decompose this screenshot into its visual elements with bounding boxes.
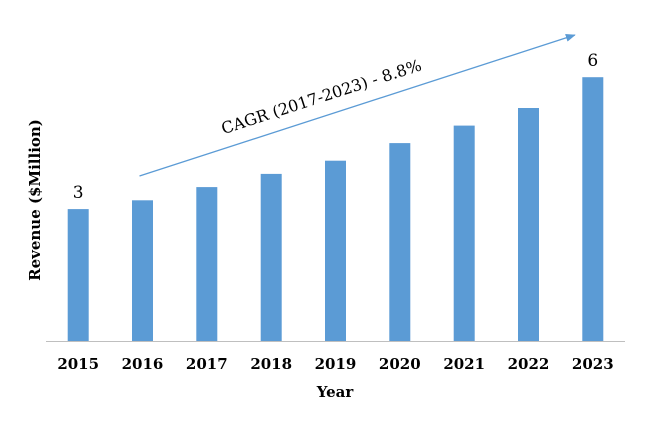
data-labels: 36 [73, 51, 598, 203]
x-tick-labels: 2015 2016 2017 2018 2019 2020 2021 2022 2023 [57, 355, 613, 373]
x-tick-label: 2016 [122, 355, 164, 373]
bar-2016 [132, 200, 153, 341]
bar-2018 [260, 173, 282, 341]
x-axis-title: Year [316, 383, 355, 401]
bar-2023 [582, 77, 604, 341]
x-tick-label: 2017 [186, 355, 228, 373]
bar-2020 [389, 143, 411, 341]
x-tick-label: 2015 [57, 355, 99, 373]
x-tick-label: 2020 [379, 355, 421, 373]
x-tick-label: 2023 [572, 355, 614, 373]
x-tick-label: 2021 [443, 355, 485, 373]
x-tick-label: 2018 [250, 355, 292, 373]
bar-2017 [196, 187, 218, 341]
cagr-annotation: CAGR (2017-2023) - 8.8% [219, 55, 424, 138]
cagr-trend-arrow [139, 33, 576, 177]
x-tick-label: 2022 [508, 355, 550, 373]
bars-layer [67, 77, 604, 341]
x-tick-label: 2019 [315, 355, 357, 373]
bar-2015 [67, 209, 89, 341]
y-axis-title: Revenue ($Million) [26, 119, 44, 281]
bar-2021 [453, 125, 475, 341]
data-label: 3 [73, 183, 84, 203]
bar-2019 [325, 160, 346, 341]
bar-2022 [518, 108, 539, 341]
data-label: 6 [587, 51, 598, 71]
